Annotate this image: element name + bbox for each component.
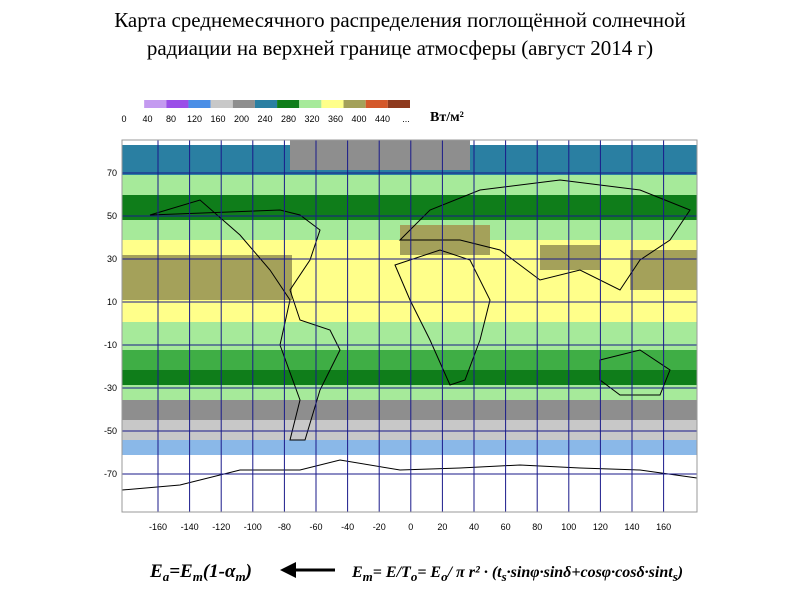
legend: 0 40 80 120 160 200 240 280 320 360 400 440... Вт/м² xyxy=(121,100,464,125)
lat-label: 70 xyxy=(107,168,117,178)
subscript: m xyxy=(363,569,373,584)
lon-label: -60 xyxy=(309,522,322,532)
legend-swatch xyxy=(188,100,211,108)
legend-label: 320 xyxy=(304,114,319,124)
band xyxy=(122,350,697,370)
band xyxy=(122,385,697,400)
legend-swatch xyxy=(365,100,388,108)
subscript: o xyxy=(411,569,418,584)
subscript: m xyxy=(193,569,203,584)
coastline xyxy=(394,249,491,386)
subscript: s xyxy=(501,569,507,584)
coastline xyxy=(398,179,691,291)
formula-part: / π r² · (t xyxy=(447,564,503,581)
legend-label: 120 xyxy=(187,114,202,124)
legend-swatch xyxy=(299,100,322,108)
lat-label: 10 xyxy=(107,297,117,307)
legend-label: 280 xyxy=(281,114,296,124)
legend-swatch xyxy=(232,100,255,108)
legend-label: 40 xyxy=(142,114,152,124)
legend-label: ... xyxy=(402,114,410,124)
legend-swatch xyxy=(166,100,189,108)
lon-label: 40 xyxy=(469,522,479,532)
lon-label: -40 xyxy=(341,522,354,532)
legend-swatch xyxy=(210,100,233,108)
band xyxy=(122,370,697,385)
lat-label: 30 xyxy=(107,254,117,264)
band xyxy=(122,400,697,420)
formula-part: ) xyxy=(244,561,252,582)
legend-swatch xyxy=(254,100,278,108)
lon-label: -80 xyxy=(278,522,291,532)
lon-label: -160 xyxy=(149,522,167,532)
formula-part: E xyxy=(351,564,363,581)
map: 70 50 30 10 -10 -30 -50 -70 -160 -140 -120 -100 -80 -… xyxy=(104,139,698,532)
legend-label: 240 xyxy=(257,114,272,124)
formula-part: ) xyxy=(676,564,683,581)
lat-label: -10 xyxy=(104,340,117,350)
patch xyxy=(122,255,292,300)
legend-swatch xyxy=(387,100,410,108)
subscript: s xyxy=(672,569,678,584)
formula-part: E xyxy=(149,561,163,582)
legend-label: 360 xyxy=(328,114,343,124)
band xyxy=(122,440,697,455)
band xyxy=(290,140,470,170)
legend-unit: Вт/м² xyxy=(430,110,464,125)
lon-label: 100 xyxy=(561,522,576,532)
formula-part: =E xyxy=(169,561,193,582)
coastline xyxy=(149,199,341,441)
lon-label: -140 xyxy=(181,522,199,532)
grid xyxy=(122,140,697,512)
legend-label: 200 xyxy=(234,114,249,124)
legend-label: 400 xyxy=(351,114,366,124)
lon-label: -20 xyxy=(373,522,386,532)
patch xyxy=(540,245,600,270)
arrow xyxy=(280,562,335,578)
map-frame xyxy=(121,139,698,513)
lat-label: -30 xyxy=(104,383,117,393)
lon-label: 60 xyxy=(501,522,511,532)
band xyxy=(122,322,697,350)
lon-label: 0 xyxy=(408,522,413,532)
lon-label: 80 xyxy=(532,522,542,532)
lon-label: -100 xyxy=(244,522,262,532)
formula-left: Ea=Em(1-αm) xyxy=(149,561,252,584)
title-line: Карта среднемесячного распределения погл… xyxy=(114,8,686,32)
lon-label: 120 xyxy=(593,522,608,532)
legend-swatch xyxy=(321,100,344,108)
legend-label: 440 xyxy=(375,114,390,124)
lat-label: -70 xyxy=(104,469,117,479)
lon-label: 160 xyxy=(656,522,671,532)
legend-swatch xyxy=(277,100,300,108)
subscript: o xyxy=(441,569,448,584)
formula-part: = E xyxy=(417,564,441,581)
band xyxy=(122,175,697,195)
formula-right: Em= E/To= Eo/ π r² · (ts·sinφ·sinδ+cosφ·… xyxy=(351,564,683,584)
legend-swatch xyxy=(122,100,145,108)
lon-label: 140 xyxy=(624,522,639,532)
formula-part: = E/T xyxy=(373,564,412,581)
title: Карта среднемесячного распределения погл… xyxy=(114,8,686,60)
lon-label: -120 xyxy=(212,522,230,532)
subscript: m xyxy=(235,569,245,584)
legend-label: 80 xyxy=(166,114,176,124)
subscript: a xyxy=(163,569,170,584)
legend-label: 160 xyxy=(210,114,225,124)
lon-label: 20 xyxy=(437,522,447,532)
legend-swatch xyxy=(343,100,366,108)
legend-label: 0 xyxy=(121,114,126,124)
title-line: радиации на верхней границе атмосферы (а… xyxy=(147,36,653,60)
formula-part: (1-α xyxy=(203,561,236,582)
formula-part: ·sinφ·sinδ+cosφ·cosδ·sint xyxy=(507,564,674,581)
lat-label: 50 xyxy=(107,211,117,221)
band xyxy=(122,420,697,440)
legend-swatch xyxy=(144,100,167,108)
lat-label: -50 xyxy=(104,426,117,436)
